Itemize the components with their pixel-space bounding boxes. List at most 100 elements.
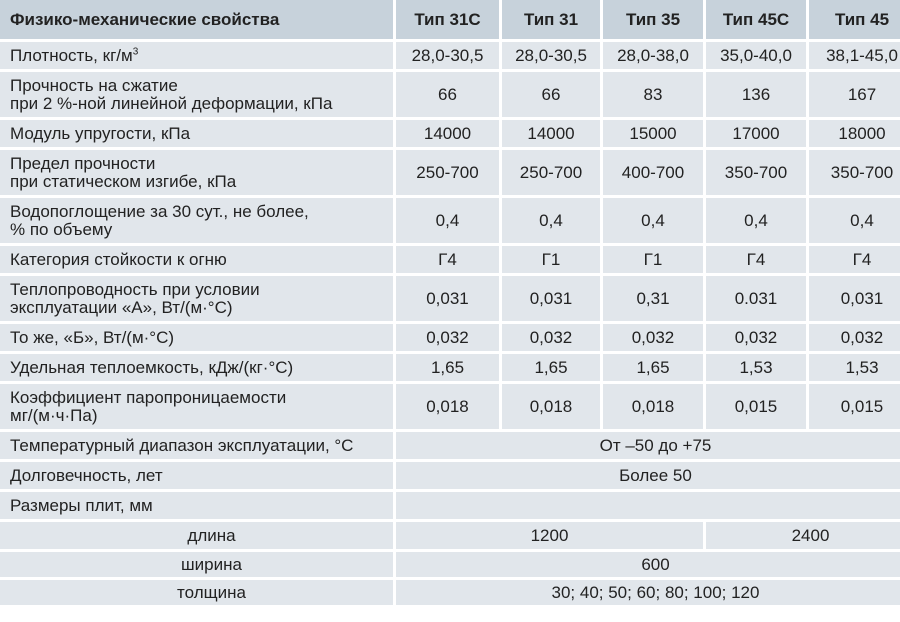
row-value: 0,4 <box>502 198 600 243</box>
row-label: Прочность на сжатие при 2 %-ной линейной … <box>0 72 393 117</box>
header-row: Физико-механические свойства Тип 31С Тип… <box>0 0 900 39</box>
row-value: Г1 <box>603 246 703 273</box>
row-value: 2400 <box>706 522 900 549</box>
row-value: 400-700 <box>603 150 703 195</box>
row-value: 0,4 <box>809 198 900 243</box>
header-type: Тип 31С <box>396 0 499 39</box>
row-value: 250-700 <box>502 150 600 195</box>
row-value: 600 <box>396 552 900 577</box>
row-label-line: % по объему <box>10 219 113 239</box>
row-value: 1,53 <box>809 354 900 381</box>
row-label: ширина <box>0 552 393 577</box>
row-value: 28,0-30,5 <box>396 42 499 69</box>
row-label-line: Прочность на сжатие <box>10 75 178 95</box>
row-value: 0,032 <box>603 324 703 351</box>
row-value: 0,31 <box>603 276 703 321</box>
table-row: Модуль упругости, кПа 14000 14000 15000 1700… <box>0 120 900 147</box>
row-label-line: эксплуатации «А», Вт/(м·°С) <box>10 297 233 317</box>
row-value: 66 <box>396 72 499 117</box>
row-value: 167 <box>809 72 900 117</box>
row-value: 350-700 <box>809 150 900 195</box>
row-value: 0,018 <box>502 384 600 429</box>
row-value: 136 <box>706 72 806 117</box>
table-row: Прочность на сжатие при 2 %-ной линейной … <box>0 72 900 117</box>
row-value: 350-700 <box>706 150 806 195</box>
row-label-line: мг/(м·ч·Па) <box>10 405 98 425</box>
empty-cell <box>396 492 900 519</box>
table-row: Водопоглощение за 30 сут., не более,% по… <box>0 198 900 243</box>
row-value: Г4 <box>396 246 499 273</box>
row-label-line: Теплопроводность при условии <box>10 279 260 299</box>
table-row: Категория стойкости к огню Г4 Г1 Г1 Г4 Г4 <box>0 246 900 273</box>
row-label: Размеры плит, мм <box>0 492 393 519</box>
row-value: 0.031 <box>706 276 806 321</box>
row-value: 0,032 <box>396 324 499 351</box>
row-value: 18000 <box>809 120 900 147</box>
row-label: Коэффициент паропроницаемости мг/(м·ч·Па) <box>0 384 393 429</box>
row-value: 0,015 <box>809 384 900 429</box>
header-type: Тип 35 <box>603 0 703 39</box>
table-row: ширина 600 <box>0 552 900 577</box>
row-value: 0,031 <box>809 276 900 321</box>
table-row: толщина 30; 40; 50; 60; 80; 100; 120 <box>0 580 900 605</box>
header-type: Тип 45С <box>706 0 806 39</box>
row-value: 0,032 <box>502 324 600 351</box>
row-value: Г1 <box>502 246 600 273</box>
header-type: Тип 31 <box>502 0 600 39</box>
table-row: Температурный диапазон эксплуатации, °С … <box>0 432 900 459</box>
row-label-line: Водопоглощение за 30 сут., не более, <box>10 201 309 221</box>
row-value: 1,65 <box>603 354 703 381</box>
row-label-text: То же, «Б», Вт/(м·°С) <box>10 327 175 347</box>
superscript: 3 <box>132 45 139 57</box>
row-label-line: при статическом изгибе, кПа <box>10 171 237 191</box>
row-value: 0,018 <box>603 384 703 429</box>
row-value: 17000 <box>706 120 806 147</box>
row-value: 1,53 <box>706 354 806 381</box>
row-value: 1,65 <box>396 354 499 381</box>
row-label-text: Плотность, кг/м <box>10 45 133 65</box>
row-value: 28,0-30,5 <box>502 42 600 69</box>
row-value: 0,018 <box>396 384 499 429</box>
row-value: 0,032 <box>706 324 806 351</box>
row-label: Долговечность, лет <box>0 462 393 489</box>
table-row: Предел прочности при статическом изгибе, … <box>0 150 900 195</box>
row-value: 14000 <box>502 120 600 147</box>
table-row: Плотность, кг/м3 28,0-30,5 28,0-30,5 28,0-3… <box>0 42 900 69</box>
row-value: 66 <box>502 72 600 117</box>
row-value: 15000 <box>603 120 703 147</box>
table-row: длина 1200 2400 <box>0 522 900 549</box>
row-value: 250-700 <box>396 150 499 195</box>
row-label-text: Удельная теплоемкость, кДж/(кг·°С) <box>10 357 294 377</box>
row-value: 35,0-40,0 <box>706 42 806 69</box>
row-label-line: Предел прочности <box>10 153 156 173</box>
row-label: Плотность, кг/м3 <box>0 42 393 69</box>
row-value: 0,032 <box>809 324 900 351</box>
row-value: 1200 <box>396 522 703 549</box>
row-value: Г4 <box>809 246 900 273</box>
table-row: Коэффициент паропроницаемости мг/(м·ч·Па)… <box>0 384 900 429</box>
row-value: 0,031 <box>396 276 499 321</box>
row-label: Теплопроводность при условии эксплуатации… <box>0 276 393 321</box>
table-row: Размеры плит, мм <box>0 492 900 519</box>
row-label: толщина <box>0 580 393 605</box>
row-value: 0,031 <box>502 276 600 321</box>
row-label: Категория стойкости к огню <box>0 246 393 273</box>
row-value: 14000 <box>396 120 499 147</box>
row-value: 28,0-38,0 <box>603 42 703 69</box>
header-type: Тип 45 <box>809 0 900 39</box>
table-row: Теплопроводность при условии эксплуатации… <box>0 276 900 321</box>
row-label: Удельная теплоемкость, кДж/(кг·°С) <box>0 354 393 381</box>
row-label: То же, «Б», Вт/(м·°С) <box>0 324 393 351</box>
row-value: 30; 40; 50; 60; 80; 100; 120 <box>396 580 900 605</box>
row-label: Водопоглощение за 30 сут., не более,% по… <box>0 198 393 243</box>
row-label-line: при 2 %-ной линейной деформации, кПа <box>10 93 333 113</box>
row-value: 38,1-45,0 <box>809 42 900 69</box>
row-value: 1,65 <box>502 354 600 381</box>
row-label: Модуль упругости, кПа <box>0 120 393 147</box>
row-value: 0,4 <box>706 198 806 243</box>
row-label-text: Категория стойкости к огню <box>10 249 227 269</box>
row-value: Более 50 <box>396 462 900 489</box>
row-value: 0,015 <box>706 384 806 429</box>
row-label-text: Модуль упругости, кПа <box>10 123 191 143</box>
table-row: То же, «Б», Вт/(м·°С) 0,032 0,032 0,032 0,03… <box>0 324 900 351</box>
